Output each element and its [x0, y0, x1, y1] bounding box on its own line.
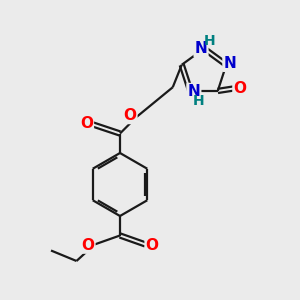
Text: O: O [80, 116, 93, 131]
Text: O: O [233, 81, 247, 96]
Text: N: N [224, 56, 236, 71]
Text: O: O [146, 238, 159, 253]
Text: O: O [81, 238, 94, 253]
Text: O: O [123, 108, 136, 123]
Text: H: H [193, 94, 205, 107]
Text: N: N [195, 41, 207, 56]
Text: N: N [188, 84, 200, 99]
Text: H: H [204, 34, 215, 48]
